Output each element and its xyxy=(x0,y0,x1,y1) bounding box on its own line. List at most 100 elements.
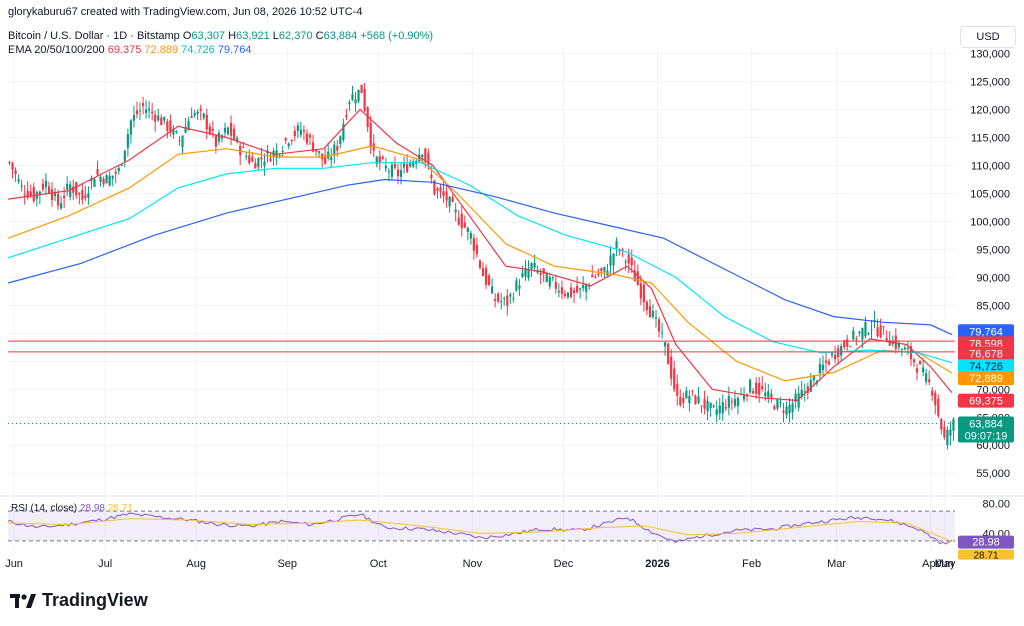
currency-button[interactable]: USD xyxy=(960,26,1016,48)
candle-body xyxy=(93,178,96,187)
candle-body xyxy=(17,179,20,182)
candle-body xyxy=(918,361,922,365)
candle-body xyxy=(378,156,381,163)
ema-line xyxy=(7,145,953,382)
candle-body xyxy=(915,368,919,373)
candle-body xyxy=(184,126,187,133)
candle-body xyxy=(242,147,245,149)
candle-body xyxy=(284,138,287,141)
candle-body xyxy=(157,115,160,121)
candle-body xyxy=(733,399,737,406)
candle-body xyxy=(791,403,794,412)
candle-body xyxy=(217,132,221,142)
y-tick-label: 105,000 xyxy=(970,188,1010,200)
candle-body xyxy=(236,138,239,142)
candle-body xyxy=(585,284,588,292)
candle-body xyxy=(418,154,421,162)
rsi-ma-axis-label: 28.71 xyxy=(973,551,998,562)
candle-body xyxy=(755,382,758,394)
candle-body xyxy=(96,169,99,175)
ema20-axis-label-bg xyxy=(958,393,1014,408)
candle-body xyxy=(709,402,712,409)
creator-line: glorykaburu67 created with TradingView.c… xyxy=(8,6,363,18)
candle-body xyxy=(943,427,946,438)
candle-body xyxy=(861,328,864,340)
candle-body xyxy=(563,293,567,296)
candle-body xyxy=(111,175,114,179)
rsi-ma-legend-value: 28.71 xyxy=(107,503,133,514)
ema20-value: 69,375 xyxy=(107,44,142,56)
change-value: +568 (+0.90%) xyxy=(360,30,434,42)
candle-body xyxy=(569,287,573,297)
candle-body xyxy=(603,266,606,272)
candle-body xyxy=(114,171,117,174)
candle-body xyxy=(912,359,916,363)
ema100-value: 74,726 xyxy=(181,44,215,56)
symbol-name[interactable]: Bitcoin / U.S. Dollar · 1D · Bitstamp xyxy=(8,30,180,42)
candle-body xyxy=(715,409,718,416)
candle-body xyxy=(11,162,14,170)
candle-body xyxy=(718,405,721,414)
candle-body xyxy=(742,395,746,400)
candle-body xyxy=(697,396,700,403)
candle-body xyxy=(736,397,740,407)
candle-body xyxy=(867,333,870,335)
candle-body xyxy=(512,298,515,300)
candle-body xyxy=(199,108,202,111)
y-tick-label: 115,000 xyxy=(971,133,1010,145)
candle-body xyxy=(229,122,233,136)
candle-body xyxy=(903,347,907,350)
candle-body xyxy=(818,364,822,374)
candle-body xyxy=(233,128,236,140)
candle-body xyxy=(387,171,391,173)
candle-body xyxy=(281,150,284,152)
candle-body xyxy=(254,162,257,169)
brand-name: TradingView xyxy=(42,590,148,610)
candle-body xyxy=(245,156,248,158)
candle-body xyxy=(102,178,105,185)
candle-body xyxy=(436,188,439,191)
candle-body xyxy=(770,393,773,398)
candle-body xyxy=(214,135,217,147)
candle-body xyxy=(451,196,454,202)
candle-body xyxy=(169,120,172,133)
candle-body xyxy=(38,191,41,195)
candle-body xyxy=(87,193,90,198)
candle-body xyxy=(879,325,882,338)
ema-label[interactable]: EMA 20/50/100/200 xyxy=(8,44,105,56)
candle-body xyxy=(357,89,360,102)
candle-body xyxy=(99,176,102,182)
candle-body xyxy=(800,389,803,398)
candle-body xyxy=(852,330,855,340)
candle-body xyxy=(333,144,336,156)
candle-body xyxy=(758,382,761,396)
candle-body xyxy=(572,290,576,294)
y-tick-label: 85,000 xyxy=(976,300,1010,312)
candle-body xyxy=(621,249,624,251)
candle-body xyxy=(314,149,318,152)
candle-body xyxy=(269,158,272,162)
candle-body xyxy=(421,154,424,158)
candle-body xyxy=(148,108,151,111)
y-tick-label: 90,000 xyxy=(976,272,1010,284)
candle-body xyxy=(843,341,846,348)
candle-body xyxy=(41,183,44,190)
candle-body xyxy=(223,127,227,133)
rsi-tick-label: 80.00 xyxy=(982,499,1010,511)
candle-body xyxy=(409,163,412,167)
candle-body xyxy=(105,175,108,184)
candle-body xyxy=(181,135,184,148)
candle-body xyxy=(654,317,658,319)
candle-body xyxy=(472,238,475,251)
candle-body xyxy=(475,244,479,255)
candle-body xyxy=(949,429,952,436)
candle-body xyxy=(612,253,615,266)
candle-body xyxy=(785,406,788,415)
candle-body xyxy=(66,183,69,190)
candle-body xyxy=(682,397,685,403)
candle-body xyxy=(375,156,378,165)
tradingview-logo[interactable]: TradingView xyxy=(10,590,148,611)
candle-body xyxy=(484,268,488,285)
candle-body xyxy=(727,395,730,408)
